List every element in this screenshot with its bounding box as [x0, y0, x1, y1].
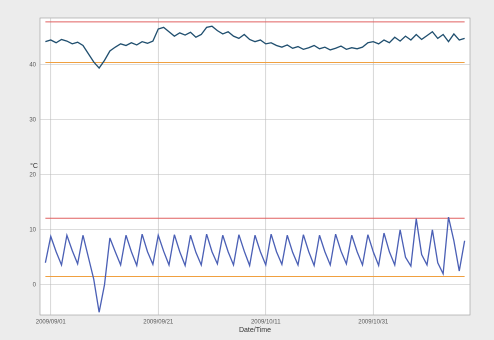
plot-area: [39, 17, 471, 316]
series-line: [44, 216, 466, 313]
y-tick-label: 0: [33, 282, 37, 288]
series-line: [45, 25, 465, 70]
y-tick-label: 20: [29, 172, 36, 178]
x-tick-label: 2009/10/31: [358, 320, 389, 326]
x-tick-label: 2009/09/01: [36, 320, 67, 326]
x-tick-label: 2009/10/11: [251, 320, 281, 326]
x-tick-label: 2009/09/21: [143, 320, 174, 326]
y-axis-label: °C: [30, 162, 38, 170]
y-tick-label: 10: [29, 227, 36, 233]
y-tick-label: 30: [29, 117, 36, 123]
x-axis-label: Date/Time: [239, 327, 271, 334]
y-tick-label: 40: [29, 62, 36, 68]
